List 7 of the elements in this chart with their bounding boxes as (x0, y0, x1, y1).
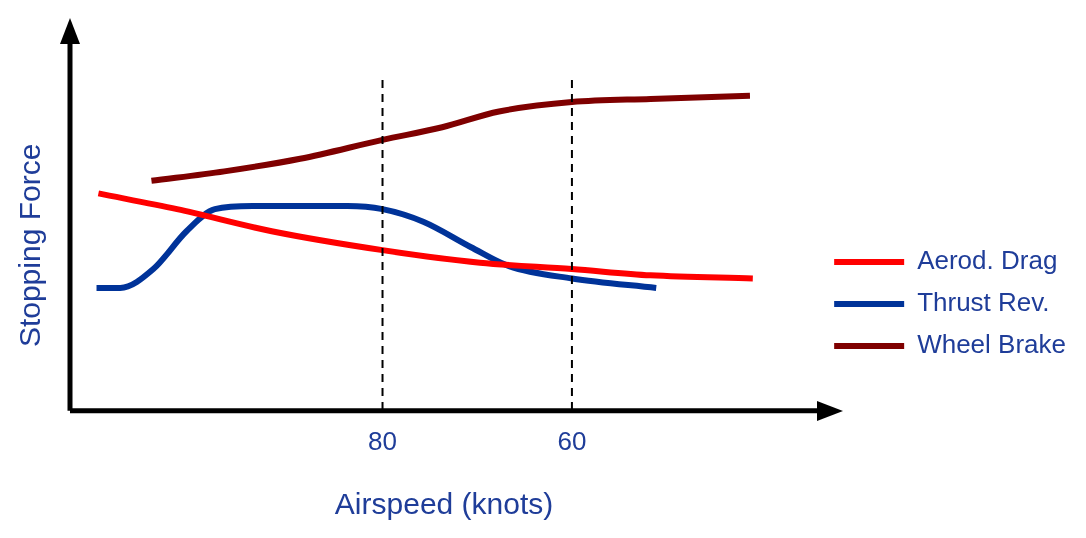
x-tick-label: 80 (368, 425, 397, 456)
legend-label: Thrust Rev. (917, 287, 1050, 318)
x-axis-title: Airspeed (knots) (334, 487, 554, 521)
y-axis-title: Stopping Force (13, 143, 47, 348)
legend-label: Wheel Brake (917, 329, 1066, 360)
legend-label: Aerod. Drag (917, 245, 1058, 276)
x-tick-label: 60 (557, 425, 587, 456)
